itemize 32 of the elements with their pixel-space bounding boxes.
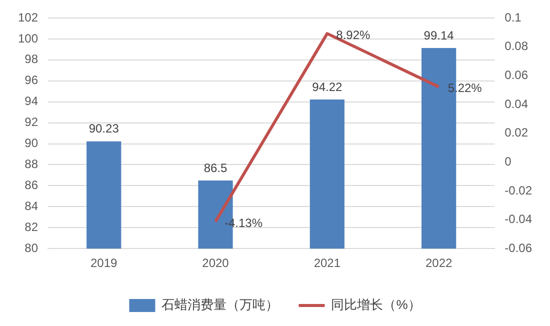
y2-tick-label: 0.02 xyxy=(504,126,528,140)
y-tick-label: 100 xyxy=(18,31,38,46)
y-tick-label: 82 xyxy=(24,220,38,234)
y2-tick-label: -0.04 xyxy=(504,212,532,226)
x-tick-label: 2020 xyxy=(202,256,230,270)
data-label: 90.23 xyxy=(88,122,120,136)
y-tick-label: 92 xyxy=(24,115,38,130)
y-tick-label: 90 xyxy=(24,136,38,150)
data-label: 86.5 xyxy=(204,160,228,175)
y-tick-label: 80 xyxy=(24,240,38,255)
y-tick-label: 84 xyxy=(24,198,38,213)
y2-tick-label: 0.1 xyxy=(504,10,522,24)
x-tick-label: 2021 xyxy=(314,256,341,270)
data-label: 94.22 xyxy=(312,80,343,94)
y-tick-label: 98 xyxy=(24,52,38,66)
y2-tick-label: 0.06 xyxy=(504,68,528,82)
legend-label: 同比增长（%） xyxy=(331,297,421,312)
y2-tick-label: 0.04 xyxy=(504,96,528,111)
y2-tick-label: 0.08 xyxy=(504,39,528,54)
x-tick-label: 2022 xyxy=(425,256,452,270)
y2-tick-label: 0 xyxy=(504,154,512,168)
legend-label: 石蜡消费量（万吨） xyxy=(162,297,279,312)
x-tick-label: 2019 xyxy=(90,256,118,270)
y-tick-label: 96 xyxy=(24,73,38,88)
y2-tick-label: -0.06 xyxy=(504,240,532,255)
y-tick-label: 86 xyxy=(24,178,38,192)
y-tick-label: 88 xyxy=(24,157,38,172)
data-label: 8.92% xyxy=(336,28,371,42)
y2-tick-label: -0.02 xyxy=(504,183,532,198)
y-tick-label: 102 xyxy=(18,10,38,24)
data-label: 99.14 xyxy=(424,28,454,42)
y-tick-label: 94 xyxy=(24,94,38,108)
